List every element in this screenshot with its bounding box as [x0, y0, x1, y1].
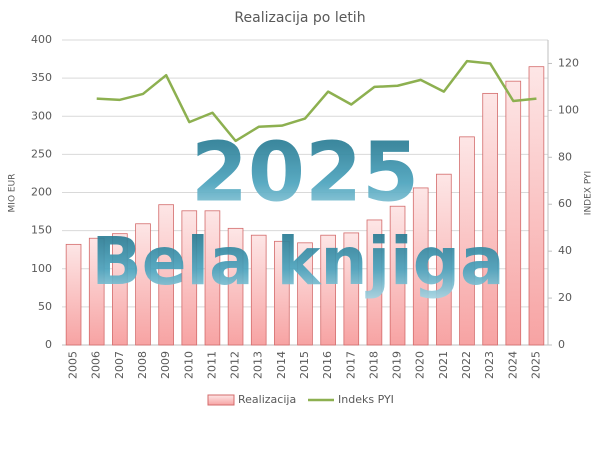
y2-tick-label: 100 [558, 103, 579, 116]
bar [227, 227, 244, 346]
bar [250, 234, 267, 346]
x-tick-label: 2021 [437, 351, 450, 379]
line [96, 59, 537, 143]
y-tick-label: 100 [31, 262, 52, 275]
x-tick-label: 2008 [136, 351, 149, 379]
bar [320, 234, 336, 346]
bar [528, 66, 545, 346]
y2-tick-label: 40 [558, 244, 572, 257]
bar [88, 237, 105, 346]
y2-tick-label: 80 [558, 150, 572, 163]
x-tick-label: 2007 [113, 351, 126, 379]
x-tick-label: 2018 [367, 351, 380, 379]
x-tick-label: 2024 [506, 351, 519, 379]
y-tick-label: 350 [31, 71, 52, 84]
x-tick-label: 2010 [182, 351, 195, 379]
legend-label[interactable]: Indeks PYI [338, 393, 394, 406]
y-tick-label: 250 [31, 147, 52, 160]
x-tick-label: 2013 [252, 351, 265, 379]
bar [65, 243, 82, 346]
legend-swatch [207, 394, 235, 406]
x-tick-label: 2025 [529, 351, 542, 379]
x-tick-label: 2005 [67, 351, 80, 379]
x-tick-label: 2012 [229, 351, 242, 379]
bar [482, 92, 498, 346]
bar [459, 136, 475, 346]
x-tick-label: 2011 [205, 351, 218, 379]
bar [366, 219, 383, 346]
x-tick-label: 2019 [391, 351, 404, 379]
x-tick-label: 2017 [344, 351, 357, 379]
x-tick-label: 2016 [321, 351, 334, 379]
y2-tick-label: 120 [558, 56, 579, 69]
x-tick-label: 2023 [483, 351, 496, 379]
legend-label[interactable]: Realizacija [238, 393, 296, 406]
bar [135, 223, 151, 346]
bar [436, 173, 452, 346]
y-tick-label: 50 [38, 300, 52, 313]
bar [158, 204, 174, 346]
bar [274, 240, 290, 346]
x-tick-label: 2014 [275, 351, 288, 379]
bar [181, 210, 198, 346]
annotation: 2025 [191, 125, 419, 220]
bar [204, 210, 221, 346]
bar [112, 233, 128, 346]
y-tick-label: 150 [31, 224, 52, 237]
bar [343, 232, 360, 346]
bar [297, 242, 313, 346]
y2-tick-label: 0 [558, 338, 565, 351]
bar [412, 187, 429, 346]
x-tick-label: 2009 [159, 351, 172, 379]
x-tick-label: 2006 [90, 351, 103, 379]
x-tick-label: 2015 [298, 351, 311, 379]
bar [389, 205, 406, 346]
chart-title: Realizacija po letih [234, 10, 365, 26]
y-axis-label: MIO EUR [8, 174, 18, 213]
x-tick-label: 2022 [460, 351, 473, 379]
y2-tick-label: 20 [558, 291, 572, 304]
y-tick-label: 0 [45, 338, 52, 351]
y2-axis-label: INDEX PYI [584, 171, 594, 215]
y-tick-label: 200 [31, 186, 52, 199]
x-tick-label: 2020 [414, 351, 427, 379]
y2-tick-label: 60 [558, 197, 572, 210]
annotation: Bela knjiga [91, 223, 504, 300]
y-tick-label: 300 [31, 109, 52, 122]
bar [505, 80, 522, 346]
y-tick-label: 400 [31, 33, 52, 46]
